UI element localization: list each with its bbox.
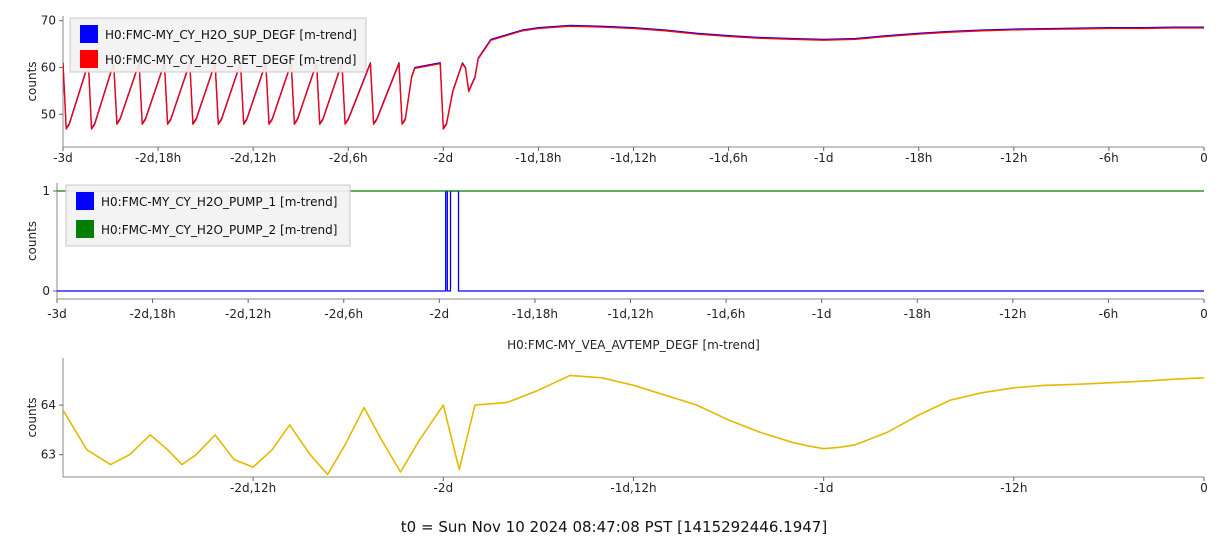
y-tick-label: 60	[41, 60, 56, 74]
x-tick-label: -2d,6h	[329, 151, 368, 165]
y-tick-label: 1	[42, 184, 50, 198]
legend-entry: H0:FMC-MY_CY_H2O_SUP_DEGF [m-trend]	[105, 28, 357, 42]
x-tick-label: 0	[1200, 151, 1208, 165]
legend-swatch	[76, 192, 94, 210]
x-tick-label: -2d,12h	[230, 151, 276, 165]
x-tick-label: -2d,12h	[225, 307, 271, 321]
x-tick-label: -6h	[1099, 307, 1119, 321]
series-line-1	[57, 190, 1204, 292]
x-tick-label: -12h	[1000, 481, 1027, 495]
x-tick-label: -1d	[814, 481, 834, 495]
legend-swatch	[80, 50, 98, 68]
x-tick-label: -1d,12h	[610, 151, 656, 165]
legend-entry: H0:FMC-MY_CY_H2O_PUMP_2 [m-trend]	[101, 223, 337, 237]
x-tick-label: 0	[1200, 307, 1208, 321]
y-tick-label: 64	[41, 398, 56, 412]
x-tick-label: -2d,12h	[230, 481, 276, 495]
x-tick-label: -1d,18h	[512, 307, 558, 321]
chart-title: H0:FMC-MY_VEA_AVTEMP_DEGF [m-trend]	[507, 338, 760, 352]
series-line-1	[63, 374, 1205, 476]
legend: H0:FMC-MY_CY_H2O_SUP_DEGF [m-trend] H0:FM…	[69, 17, 367, 73]
x-tick-label: -2d,18h	[129, 307, 175, 321]
y-tick-label: 70	[41, 14, 56, 28]
y-axis-label: counts	[25, 397, 39, 437]
legend-box	[69, 17, 367, 73]
x-tick-label: -1d,12h	[610, 481, 656, 495]
x-tick-label: -3d	[53, 151, 73, 165]
chart-panel-3: 63 64 -2d,12h -2d -1d,12h -1d -12h 0 counts H0:FM…	[25, 338, 1208, 495]
x-tick-label: -2d,18h	[135, 151, 181, 165]
x-tick-label: -18h	[904, 307, 931, 321]
y-axis-label: counts	[25, 61, 39, 101]
x-tick-label: -2d	[434, 151, 454, 165]
x-tick-label: -2d	[430, 307, 450, 321]
y-tick-label: 63	[41, 448, 56, 462]
x-tick-label: -1d,6h	[709, 151, 748, 165]
x-tick-label: -2d	[434, 481, 454, 495]
x-tick-label: -18h	[905, 151, 932, 165]
y-tick-label: 50	[41, 107, 56, 121]
x-tick-label: -2d,6h	[324, 307, 363, 321]
x-tick-label: -1d,6h	[707, 307, 746, 321]
x-tick-label: -1d	[814, 151, 834, 165]
x-tick-label: -1d,18h	[515, 151, 561, 165]
legend: H0:FMC-MY_CY_H2O_PUMP_1 [m-trend] H0:FMC-…	[65, 184, 351, 247]
legend-box	[65, 184, 351, 247]
x-tick-label: -1d	[812, 307, 832, 321]
x-tick-label: -3d	[47, 307, 67, 321]
series-line-2	[63, 25, 1204, 130]
x-tick-label: -1d,12h	[607, 307, 653, 321]
t0-timestamp-footer: t0 = Sun Nov 10 2024 08:47:08 PST [14152…	[400, 518, 828, 536]
x-tick-label: -6h	[1099, 151, 1119, 165]
y-axis-label: counts	[25, 221, 39, 261]
legend-swatch	[76, 220, 94, 238]
legend-entry: H0:FMC-MY_CY_H2O_PUMP_1 [m-trend]	[101, 195, 337, 209]
x-tick-label: -12h	[999, 307, 1026, 321]
x-tick-label: -12h	[1000, 151, 1027, 165]
chart-panel-2: 0 1 -3d -2d,18h -2d,12h -2d,6h -2d -1d,18h -1d,1…	[25, 183, 1208, 321]
y-tick-label: 0	[42, 284, 50, 298]
legend-swatch	[80, 25, 98, 43]
legend-entry: H0:FMC-MY_CY_H2O_RET_DEGF [m-trend]	[105, 53, 356, 67]
chart-panel-1: 50 60 70 -3d -2d,18h -2d,12h -2d,6h -2d -1d,18h -…	[25, 14, 1208, 165]
x-tick-label: 0	[1200, 481, 1208, 495]
